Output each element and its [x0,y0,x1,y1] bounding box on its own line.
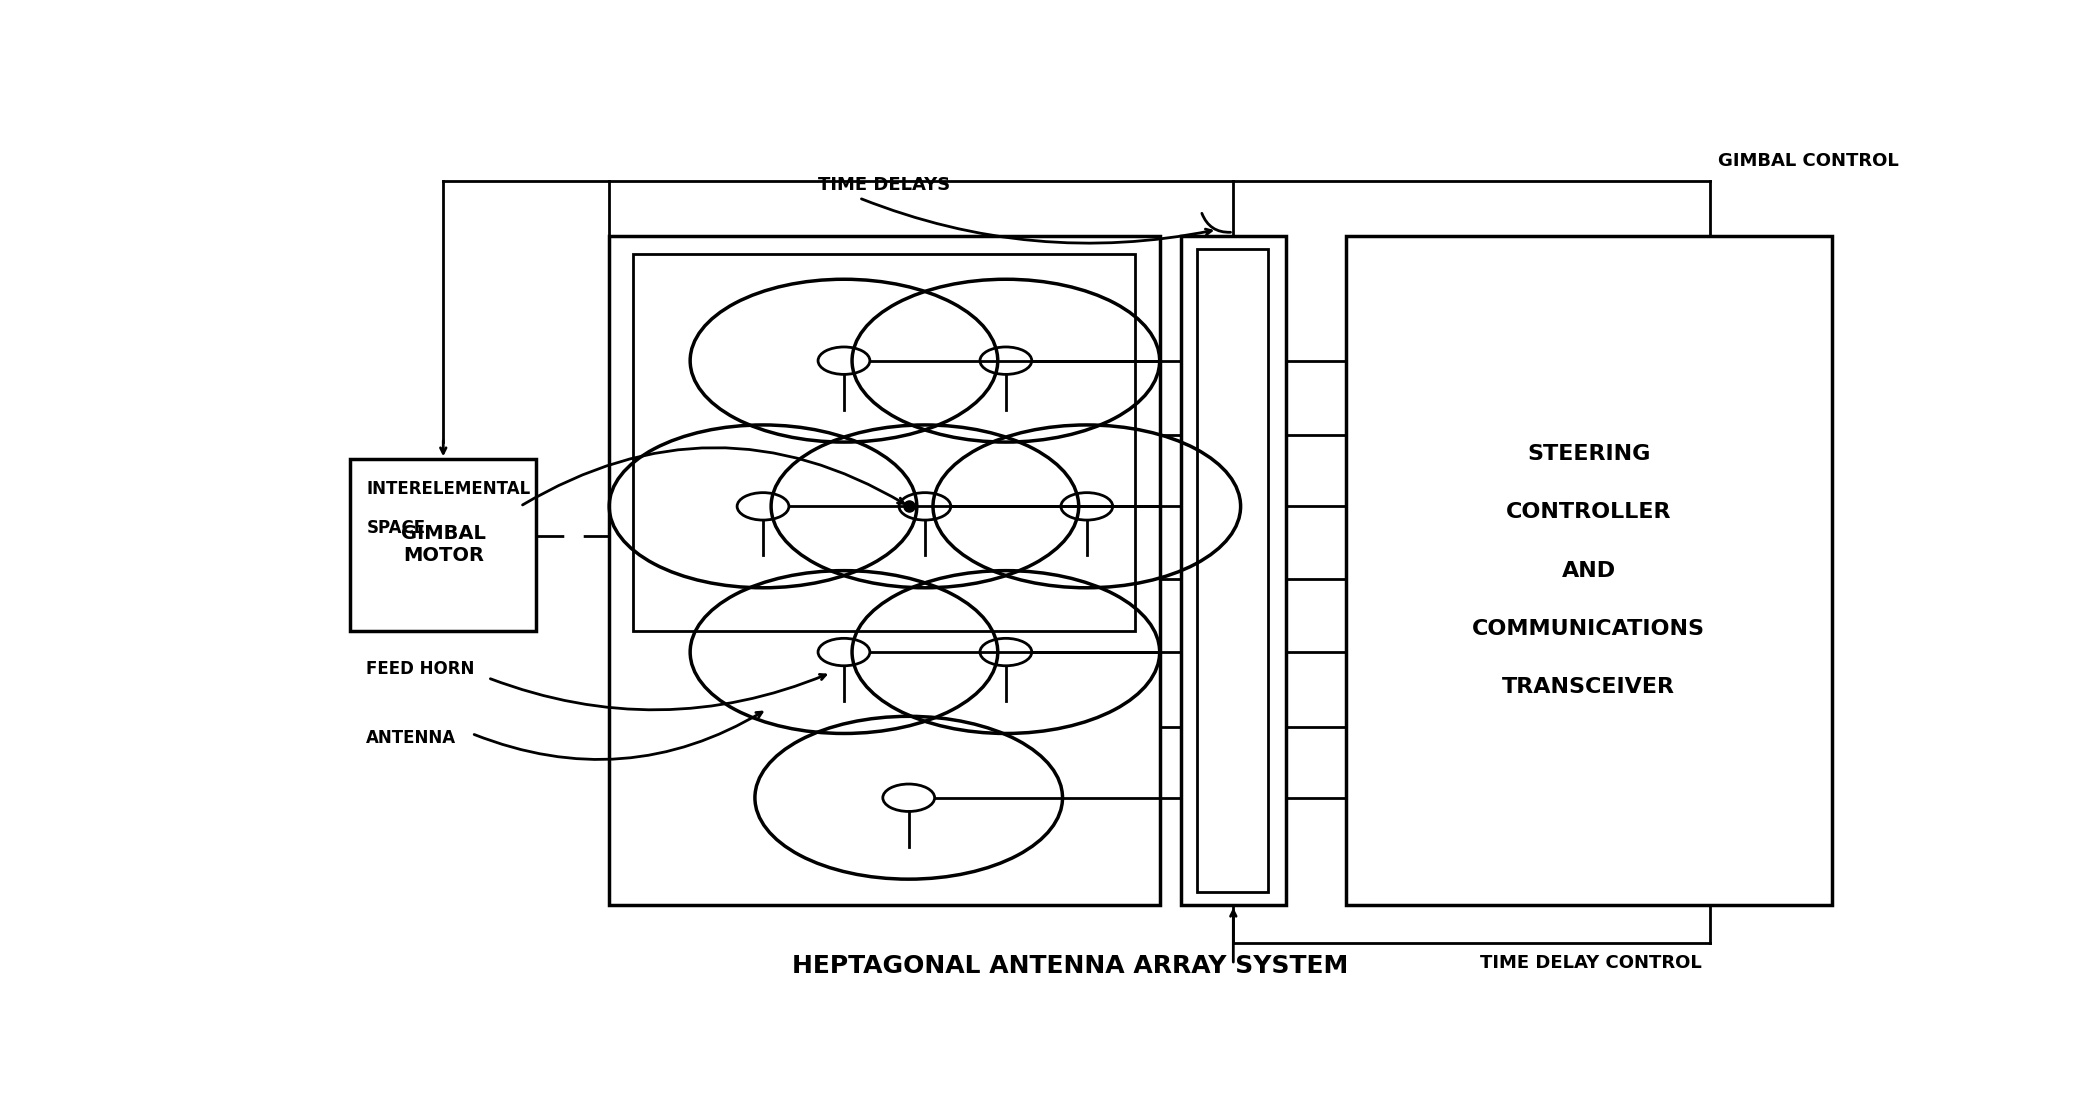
Bar [351,460,537,631]
Text: AND: AND [1563,561,1615,581]
Text: TIME DELAYS: TIME DELAYS [819,176,950,194]
Bar [1345,236,1832,905]
Text: CONTROLLER: CONTROLLER [1506,502,1671,522]
Text: COMMUNICATIONS: COMMUNICATIONS [1473,619,1705,639]
Text: GIMBAL CONTROL: GIMBAL CONTROL [1717,152,1899,170]
Text: TRANSCEIVER: TRANSCEIVER [1502,677,1675,697]
Bar [1197,249,1268,892]
Bar [610,236,1159,905]
Text: TIME DELAY CONTROL: TIME DELAY CONTROL [1481,954,1703,972]
Text: SPACE: SPACE [366,519,426,536]
Text: ANTENNA: ANTENNA [366,729,457,747]
Text: STEERING: STEERING [1527,444,1650,464]
Text: INTERELEMENTAL: INTERELEMENTAL [366,480,531,499]
Text: FEED HORN: FEED HORN [366,660,474,678]
Bar [1180,236,1287,905]
Text: GIMBAL
MOTOR: GIMBAL MOTOR [401,524,487,565]
Text: HEPTAGONAL ANTENNA ARRAY SYSTEM: HEPTAGONAL ANTENNA ARRAY SYSTEM [792,954,1349,977]
Bar [633,254,1136,631]
